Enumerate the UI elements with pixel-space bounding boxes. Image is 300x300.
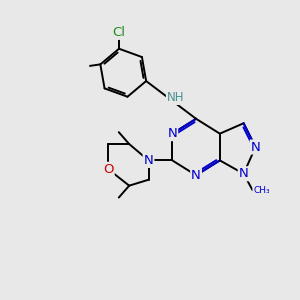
Text: N: N — [144, 154, 153, 167]
Text: N: N — [191, 169, 201, 182]
Text: O: O — [103, 163, 114, 176]
Text: N: N — [167, 127, 177, 140]
Text: CH₃: CH₃ — [253, 186, 270, 195]
Text: N: N — [239, 167, 248, 180]
Text: N: N — [250, 140, 260, 154]
Text: Cl: Cl — [112, 26, 125, 39]
Text: NH: NH — [167, 91, 184, 104]
